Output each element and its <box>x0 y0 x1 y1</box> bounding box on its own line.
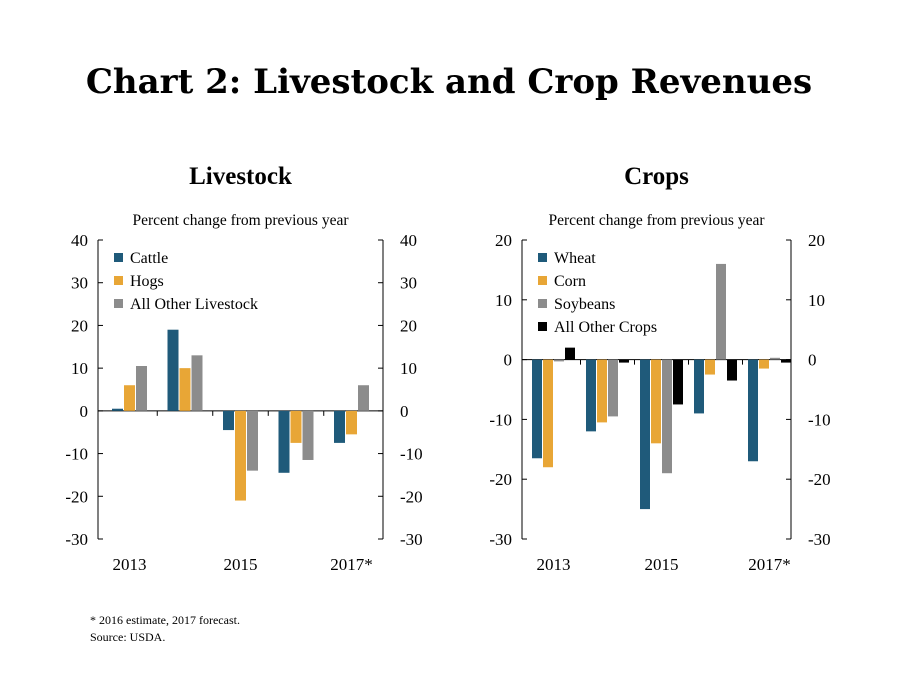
crops-chart: Crops Percent change from previous year 20… <box>489 163 831 574</box>
y-tick-label-right: 30 <box>400 274 417 293</box>
bar-wheat <box>748 359 758 462</box>
livestock-chart-panel: Livestock Percent change from previous ye… <box>0 150 449 594</box>
x-tick-label: 2015 <box>224 555 258 574</box>
bar-soybeans <box>608 359 618 417</box>
bar-cattle <box>278 410 290 473</box>
x-tick-label: 2015 <box>645 555 679 574</box>
y-tick-label-left: 10 <box>71 359 88 378</box>
bar-all-other-livestock <box>247 410 258 471</box>
y-tick-label-right: -20 <box>400 487 423 506</box>
legend-label: Hogs <box>130 273 164 290</box>
y-tick-label-left: -20 <box>489 470 512 489</box>
bar-hogs <box>235 410 246 501</box>
legend-label: Wheat <box>554 250 596 267</box>
chart-main-title: Chart 2: Livestock and Crop Revenues <box>85 62 813 102</box>
bar-all-other-livestock <box>191 355 203 411</box>
legend-swatch <box>114 276 123 285</box>
bar-cattle <box>223 410 234 431</box>
x-tick-label: 2013 <box>113 555 147 574</box>
bar-soybeans <box>662 359 672 474</box>
bar-all-other-crops <box>727 359 737 381</box>
y-tick-label-right: 20 <box>808 231 825 250</box>
bar-all-other-crops <box>673 359 683 405</box>
footnote-source: Source: USDA. <box>90 630 166 644</box>
legend-label: Soybeans <box>554 296 615 313</box>
y-tick-label-right: 10 <box>808 291 825 310</box>
y-tick-label-left: -30 <box>65 530 88 549</box>
y-tick-label-left: 10 <box>495 291 512 310</box>
panel-title: Crops <box>624 163 689 190</box>
bar-wheat <box>532 359 542 459</box>
bar-all-other-livestock <box>358 385 369 411</box>
bar-cattle <box>334 410 345 443</box>
y-tick-label-right: -10 <box>400 445 423 464</box>
bar-corn <box>759 359 769 369</box>
y-tick-label-right: -20 <box>808 470 831 489</box>
bar-soybeans <box>716 263 726 360</box>
x-tick-label: 2017* <box>748 555 791 574</box>
footnotes: * 2016 estimate, 2017 forecast. Source: … <box>90 612 240 646</box>
y-tick-label-left: -20 <box>65 487 88 506</box>
bar-corn <box>705 359 715 375</box>
bar-hogs <box>290 410 302 443</box>
y-tick-label-right: -10 <box>808 410 831 429</box>
legend-swatch <box>538 299 547 308</box>
bar-hogs <box>124 385 135 411</box>
bar-soybeans <box>554 359 564 362</box>
bar-hogs <box>179 368 191 411</box>
y-tick-label-right: 20 <box>400 316 417 335</box>
legend-swatch <box>538 322 547 331</box>
legend-label: All Other Livestock <box>130 296 258 313</box>
panel-title: Livestock <box>189 163 292 190</box>
bar-wheat <box>640 359 650 510</box>
y-tick-label-left: 20 <box>495 231 512 250</box>
panel-subtitle: Percent change from previous year <box>548 212 765 229</box>
legend-label: Cattle <box>130 250 168 267</box>
y-tick-label-left: 0 <box>504 351 513 370</box>
bar-cattle <box>112 408 123 411</box>
panel-subtitle: Percent change from previous year <box>132 212 349 229</box>
bar-cattle <box>167 329 179 411</box>
x-tick-label: 2017* <box>330 555 373 574</box>
y-tick-label-right: 0 <box>808 351 817 370</box>
bar-corn <box>543 359 553 468</box>
y-tick-label-right: 10 <box>400 359 417 378</box>
bar-soybeans <box>770 357 780 360</box>
bar-all-other-livestock <box>302 410 314 460</box>
y-tick-label-left: 40 <box>71 231 88 250</box>
y-tick-label-left: -10 <box>489 410 512 429</box>
y-tick-label-left: -30 <box>489 530 512 549</box>
legend-swatch <box>538 253 547 262</box>
y-tick-label-right: -30 <box>808 530 831 549</box>
legend-swatch <box>114 299 123 308</box>
bar-all-other-crops <box>565 347 575 360</box>
y-tick-label-right: 0 <box>400 402 409 421</box>
legend-swatch <box>538 276 547 285</box>
y-tick-label-right: -30 <box>400 530 423 549</box>
bar-corn <box>597 359 607 423</box>
bar-all-other-crops <box>619 359 629 363</box>
legend-swatch <box>114 253 123 262</box>
y-tick-label-left: 30 <box>71 274 88 293</box>
bar-all-other-crops <box>781 359 791 363</box>
bar-corn <box>651 359 661 444</box>
legend-label: All Other Crops <box>554 319 657 336</box>
y-tick-label-right: 40 <box>400 231 417 250</box>
bar-all-other-livestock <box>136 366 147 411</box>
bar-wheat <box>694 359 704 414</box>
x-tick-label: 2013 <box>537 555 571 574</box>
y-tick-label-left: 0 <box>80 402 89 421</box>
crops-chart-panel: Crops Percent change from previous year 20… <box>449 150 898 594</box>
bar-hogs <box>346 410 357 435</box>
y-tick-label-left: -10 <box>65 445 88 464</box>
bar-wheat <box>586 359 596 432</box>
legend-label: Corn <box>554 273 586 290</box>
y-tick-label-left: 20 <box>71 316 88 335</box>
footnote-estimate: * 2016 estimate, 2017 forecast. <box>90 613 240 627</box>
livestock-chart: Livestock Percent change from previous ye… <box>65 163 423 574</box>
